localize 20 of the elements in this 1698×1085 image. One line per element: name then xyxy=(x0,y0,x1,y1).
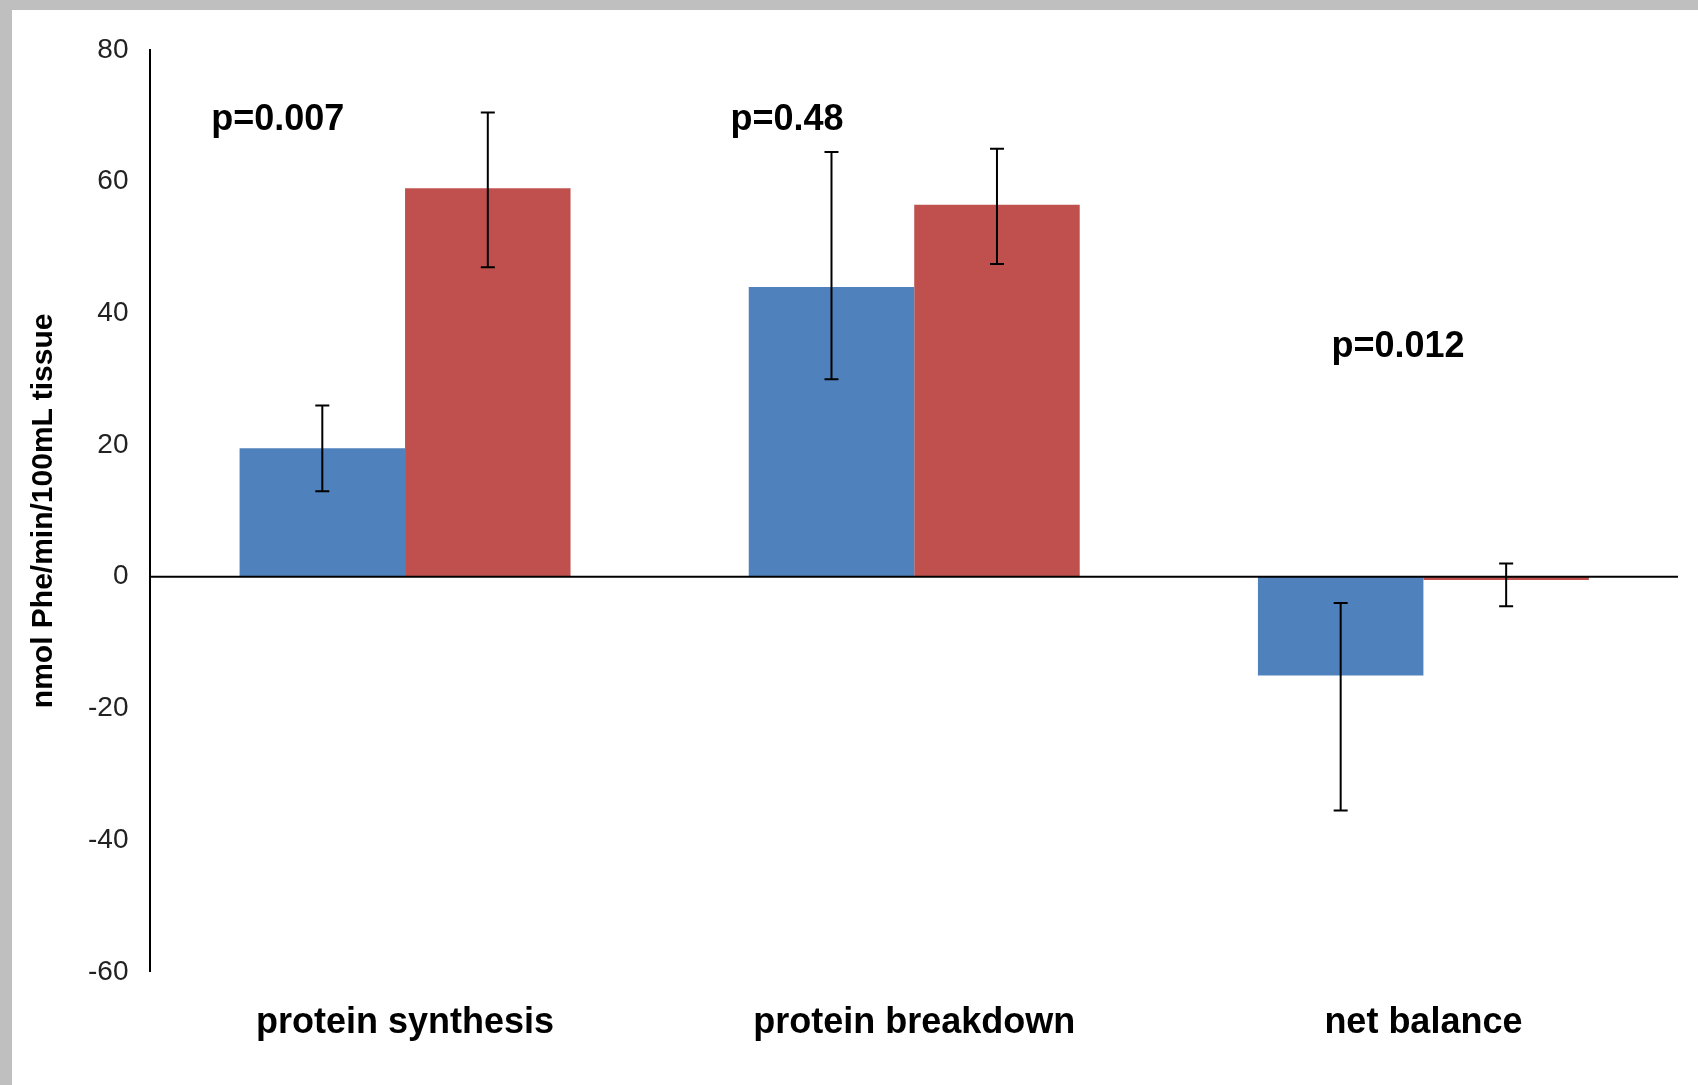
x-tick-label: net balance xyxy=(1324,1000,1523,1042)
bar xyxy=(239,448,406,577)
annotation: p=0.012 xyxy=(1331,323,1465,365)
y-tick-label: 20 xyxy=(97,427,129,459)
y-tick-label: 80 xyxy=(97,32,129,64)
bar xyxy=(405,188,571,577)
bar xyxy=(748,287,915,577)
y-tick-label: -20 xyxy=(88,691,129,723)
annotation: p=0.48 xyxy=(730,96,844,138)
y-tick-label: -60 xyxy=(88,954,129,986)
x-tick-label: protein breakdown xyxy=(753,1000,1076,1042)
x-tick-label: protein synthesis xyxy=(256,1000,555,1042)
annotation: p=0.007 xyxy=(211,96,345,138)
bar xyxy=(1257,576,1424,676)
y-tick-label: 60 xyxy=(97,164,129,196)
y-tick-label: 0 xyxy=(112,559,129,591)
y-tick-label: 40 xyxy=(97,296,129,328)
y-axis-title: nmol Phe/min/100mL tissue xyxy=(25,313,59,709)
bar xyxy=(914,204,1080,577)
y-tick-label: -40 xyxy=(88,822,129,854)
